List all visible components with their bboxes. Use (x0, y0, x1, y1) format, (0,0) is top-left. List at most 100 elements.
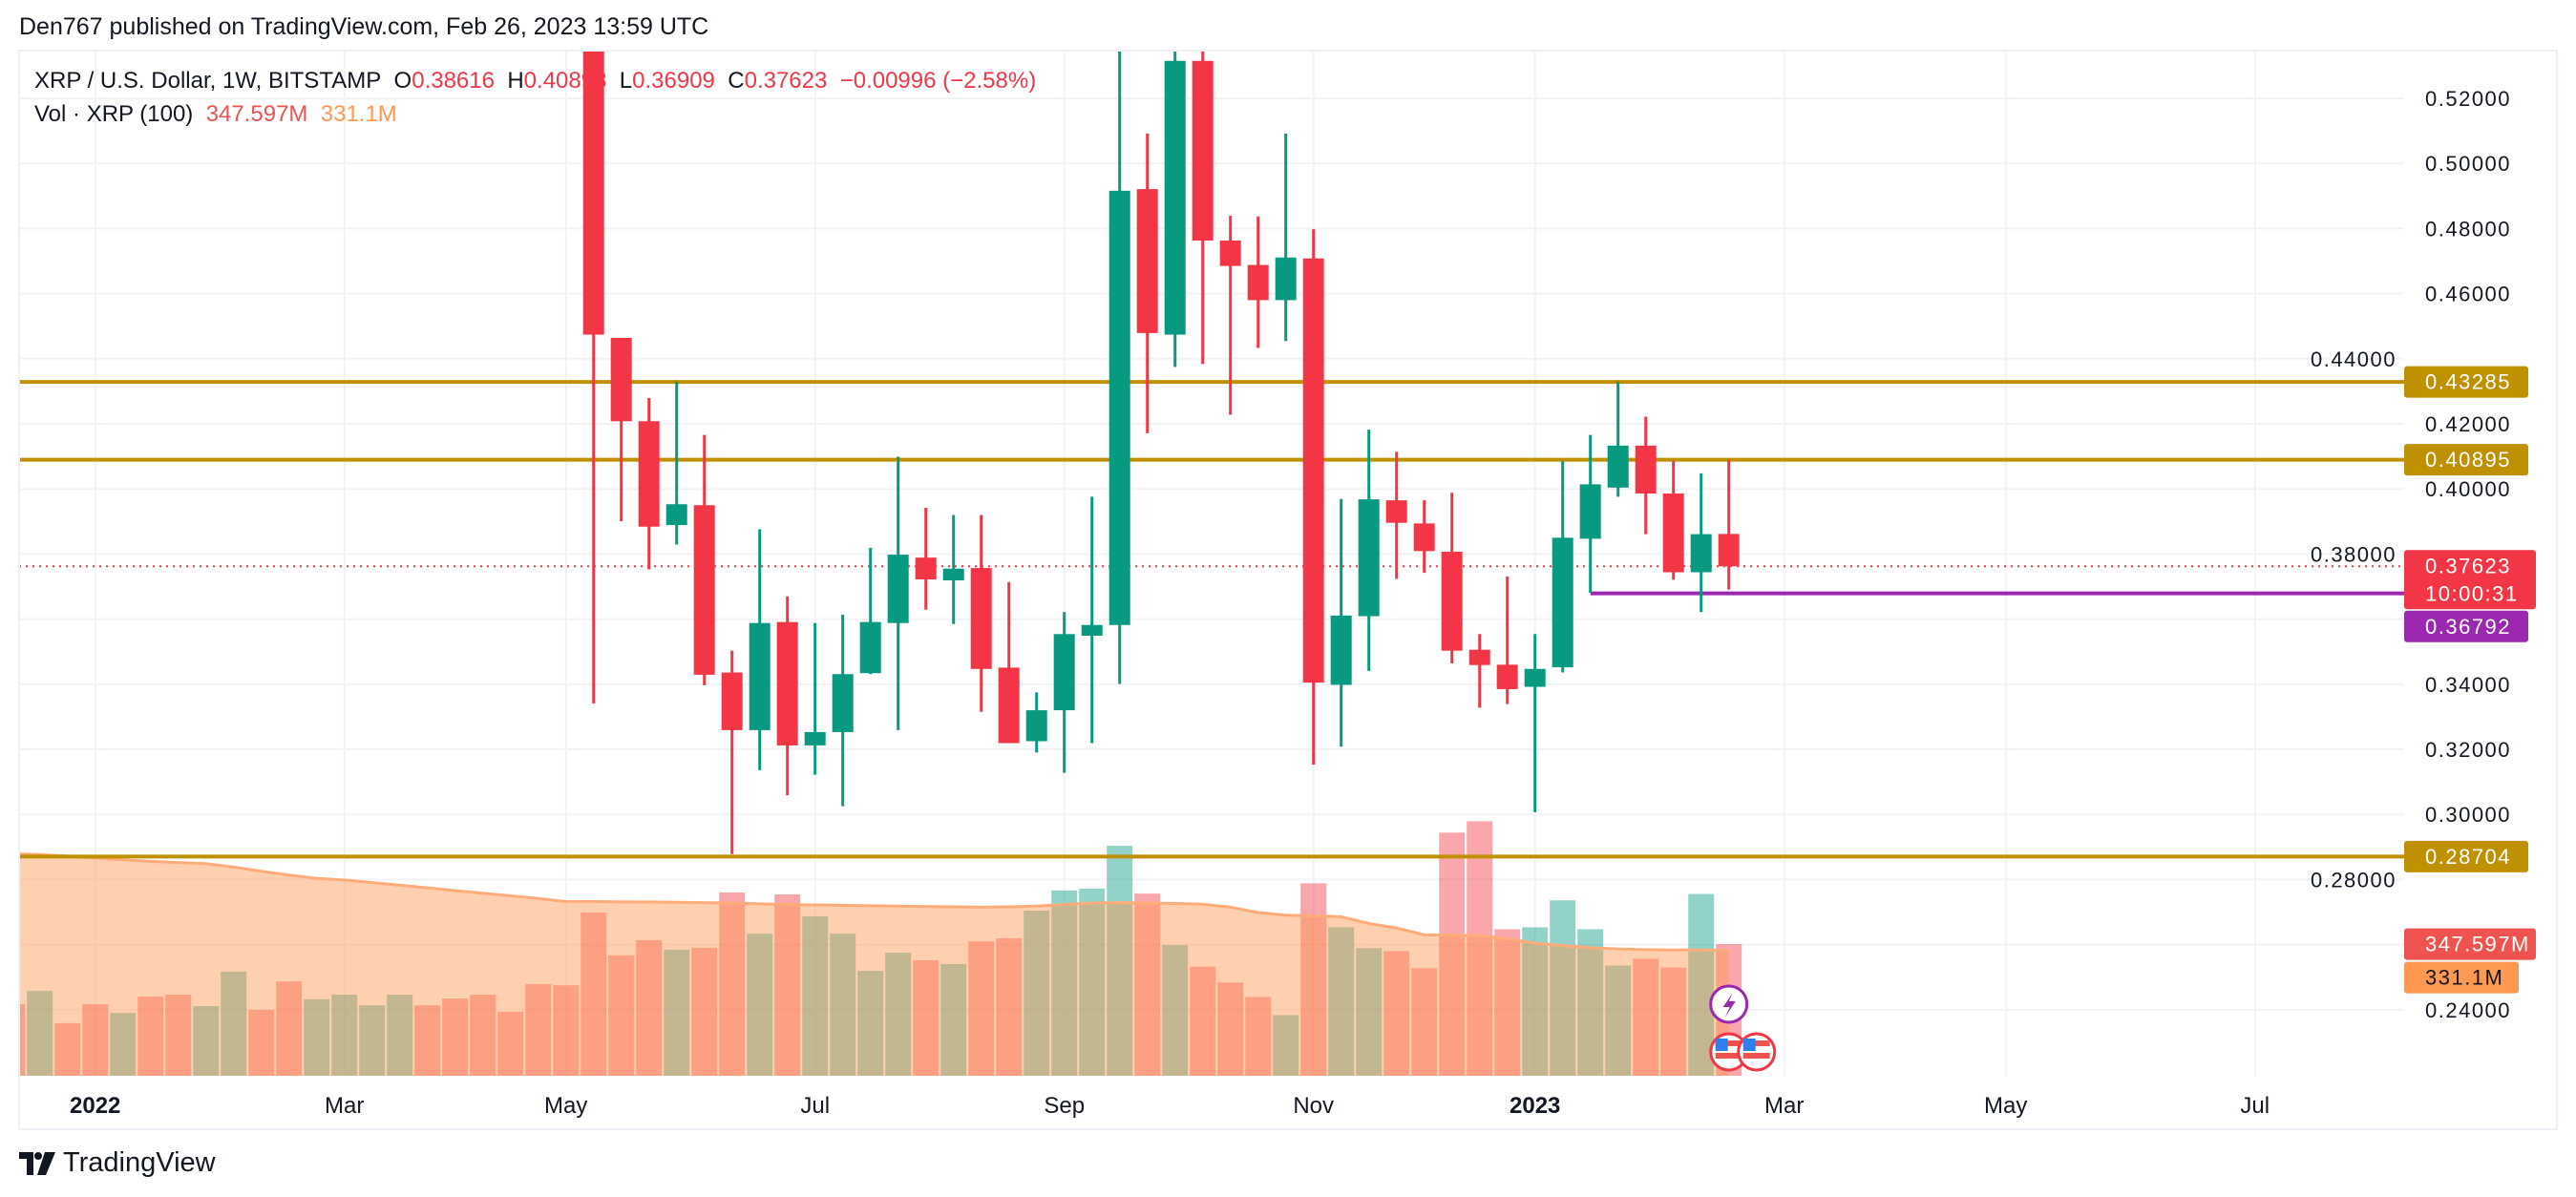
candle (1275, 133, 1297, 342)
time-tick-label: Jul (2240, 1093, 2270, 1119)
us-flag-icon[interactable] (1737, 1032, 1777, 1072)
volume-bar (1079, 888, 1106, 1076)
candle (1247, 216, 1269, 348)
candle (998, 581, 1020, 744)
candle (1468, 634, 1490, 708)
candle-body (665, 504, 687, 526)
volume-title[interactable]: Vol · XRP (100) (34, 101, 194, 127)
time-tick-label: Mar (325, 1093, 364, 1119)
candle-body (721, 672, 743, 730)
volume-value: 347.597M (205, 101, 308, 127)
candle (1081, 496, 1103, 744)
candle (1192, 52, 1214, 365)
price-tick-label: 0.48000 (2425, 217, 2511, 241)
volume-bar (857, 971, 884, 1076)
candle (1413, 500, 1435, 574)
candle (749, 529, 771, 770)
candle (1662, 460, 1684, 580)
grid (19, 52, 2404, 1076)
volume-bar (719, 892, 746, 1076)
volume-bar (1688, 893, 1715, 1076)
volume-bar (691, 947, 718, 1076)
candle (804, 622, 826, 775)
candle-body (942, 568, 964, 581)
candle-body (970, 568, 992, 669)
candle (1635, 416, 1657, 535)
volume-bar (940, 963, 967, 1076)
candle-body (1053, 634, 1075, 711)
volume-bar (387, 995, 413, 1076)
candle (1690, 472, 1712, 613)
drawings[interactable] (19, 380, 2404, 859)
time-tick-label: Sep (1044, 1093, 1085, 1119)
volume-bar (221, 971, 247, 1076)
candle-body (1136, 189, 1158, 333)
candle-body (859, 621, 881, 674)
volume-bar (1190, 966, 1216, 1076)
candle (915, 507, 937, 610)
candle-body (1468, 649, 1490, 665)
volume-bar (1660, 967, 1687, 1076)
candle (1164, 52, 1186, 368)
candle-body (1552, 537, 1573, 668)
candle (1552, 460, 1573, 673)
candle (776, 596, 798, 796)
support-price-label: 0.36792 (2404, 610, 2528, 642)
price-tick-label: 0.46000 (2425, 283, 2511, 306)
candle-body (1496, 664, 1518, 689)
low-label: L (619, 68, 633, 94)
high-label: H (507, 68, 524, 94)
volume-bar (497, 1011, 524, 1076)
price-axis[interactable]: 0.52000 0.50000 0.48000 0.46000 0.44000 0.420… (2311, 87, 2536, 1022)
volume-bar (664, 949, 690, 1076)
candle-body (1025, 710, 1047, 742)
candle-body (832, 674, 854, 732)
candle-body (1302, 258, 1324, 683)
time-tick-label: May (544, 1093, 587, 1119)
volume-bar (331, 995, 358, 1076)
price-tick-label: 0.50000 (2425, 152, 2511, 176)
candle-body (804, 731, 826, 746)
volume-bar (82, 1004, 109, 1076)
level-price-label-text: 0.40895 (2425, 448, 2511, 472)
volume-bar (885, 953, 912, 1076)
time-tick-label: 2023 (1510, 1093, 1560, 1119)
candle (693, 434, 715, 685)
volume-bar (1273, 1015, 1299, 1076)
volume-bar (525, 983, 552, 1076)
volume-bar (20, 1004, 26, 1076)
brand-name: TradingView (63, 1147, 216, 1178)
price-tick-label: 0.24000 (2425, 998, 2511, 1022)
volume-bar (553, 985, 580, 1076)
lightning-icon[interactable] (1709, 984, 1749, 1024)
candle-body (1662, 493, 1684, 573)
events[interactable] (1709, 984, 1777, 1072)
candle (942, 514, 964, 624)
volume-bar (968, 941, 995, 1076)
candle (1385, 452, 1407, 579)
candle (1496, 576, 1518, 704)
candle (1136, 133, 1158, 433)
volume-bar (1383, 951, 1410, 1076)
candle-body (1330, 615, 1352, 685)
time-axis[interactable]: 2022 Mar May Jul Sep Nov 2023 Mar May Jul (70, 1093, 2270, 1119)
change-value: −0.00996 (−2.58%) (839, 68, 1037, 94)
volume-ma-axis-label-text: 331.1M (2425, 966, 2503, 990)
volume-bar (1134, 893, 1161, 1076)
tradingview-brand[interactable]: TradingView (19, 1147, 216, 1179)
volume-bar (1162, 945, 1189, 1076)
low-value: 0.36909 (632, 68, 715, 94)
volume-bar (193, 1005, 220, 1076)
candle (1025, 692, 1047, 753)
volume-ma-area (20, 853, 1729, 1076)
volume-bar (27, 991, 53, 1076)
time-tick-label: 2022 (70, 1093, 120, 1119)
volume-bar (1245, 997, 1272, 1076)
volume-axis-label-text: 347.597M (2425, 933, 2530, 956)
volume-bar (137, 997, 164, 1076)
open-label: O (393, 68, 412, 94)
candle (970, 514, 992, 712)
candle-body (915, 557, 937, 579)
symbol-title[interactable]: XRP / U.S. Dollar, 1W, BITSTAMP (34, 68, 382, 94)
